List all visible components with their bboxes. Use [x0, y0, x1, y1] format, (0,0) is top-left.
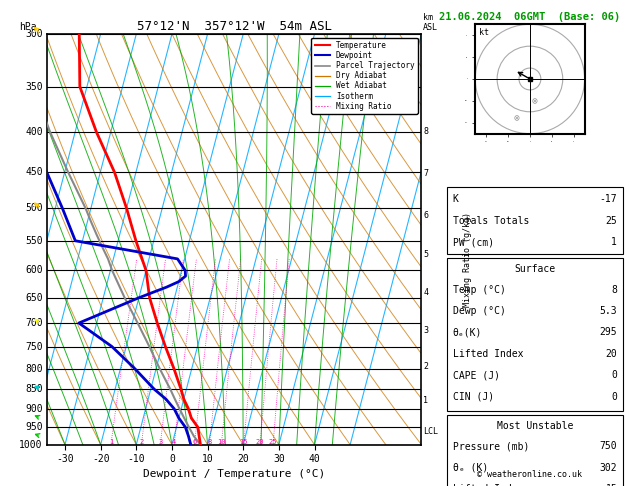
Text: 15: 15 [240, 439, 248, 445]
Bar [447, 258, 623, 411]
Text: Totals Totals: Totals Totals [453, 216, 529, 226]
Text: 10: 10 [217, 439, 226, 445]
Text: Temp (°C): Temp (°C) [453, 285, 506, 295]
Title: 57°12'N  357°12'W  54m ASL: 57°12'N 357°12'W 54m ASL [136, 20, 332, 33]
Text: 20: 20 [256, 439, 264, 445]
Text: 7: 7 [423, 169, 428, 178]
Text: 15: 15 [605, 484, 617, 486]
Text: 8: 8 [611, 285, 617, 295]
Text: -17: -17 [599, 194, 617, 204]
Text: 750: 750 [599, 441, 617, 451]
Text: 21.06.2024  06GMT  (Base: 06): 21.06.2024 06GMT (Base: 06) [439, 12, 621, 22]
Text: Pressure (mb): Pressure (mb) [453, 441, 529, 451]
Text: 4: 4 [172, 439, 176, 445]
Text: Surface: Surface [515, 264, 555, 274]
Text: Mixing Ratio (g/kg): Mixing Ratio (g/kg) [462, 212, 472, 307]
Legend: Temperature, Dewpoint, Parcel Trajectory, Dry Adiabat, Wet Adiabat, Isotherm, Mi: Temperature, Dewpoint, Parcel Trajectory… [311, 38, 418, 114]
Text: 500: 500 [25, 203, 43, 213]
Bar [447, 415, 623, 486]
Text: 850: 850 [25, 384, 43, 394]
Text: θₑ (K): θₑ (K) [453, 463, 488, 472]
Text: Most Unstable: Most Unstable [497, 421, 573, 431]
Text: 5.3: 5.3 [599, 306, 617, 316]
Text: 20: 20 [605, 349, 617, 359]
Text: 900: 900 [25, 404, 43, 414]
Text: 1: 1 [109, 439, 113, 445]
Text: 302: 302 [599, 463, 617, 472]
Text: Lifted Index: Lifted Index [453, 349, 523, 359]
Text: 2: 2 [139, 439, 143, 445]
Text: 3: 3 [423, 326, 428, 335]
Text: 5: 5 [423, 250, 428, 259]
Text: 6: 6 [192, 439, 197, 445]
Text: 25: 25 [269, 439, 277, 445]
Text: 800: 800 [25, 364, 43, 374]
Text: 400: 400 [25, 127, 43, 137]
Text: CAPE (J): CAPE (J) [453, 370, 499, 380]
Bar [447, 187, 623, 254]
Text: 300: 300 [25, 29, 43, 39]
Text: 8: 8 [208, 439, 211, 445]
Text: 295: 295 [599, 328, 617, 337]
Text: 1: 1 [611, 237, 617, 247]
Text: 550: 550 [25, 236, 43, 246]
Text: 450: 450 [25, 167, 43, 177]
Text: CIN (J): CIN (J) [453, 392, 494, 401]
Text: 3: 3 [158, 439, 162, 445]
X-axis label: Dewpoint / Temperature (°C): Dewpoint / Temperature (°C) [143, 469, 325, 479]
Text: hPa: hPa [19, 22, 36, 32]
Text: K: K [453, 194, 459, 204]
Text: 700: 700 [25, 318, 43, 328]
Text: PW (cm): PW (cm) [453, 237, 494, 247]
Text: 750: 750 [25, 342, 43, 351]
Text: Dewp (°C): Dewp (°C) [453, 306, 506, 316]
Text: Lifted Index: Lifted Index [453, 484, 523, 486]
Text: 350: 350 [25, 82, 43, 91]
Text: kt: kt [479, 28, 489, 36]
Text: 2: 2 [423, 362, 428, 371]
Text: 6: 6 [423, 210, 428, 220]
Text: ⊗: ⊗ [532, 96, 537, 106]
Text: km
ASL: km ASL [423, 13, 438, 32]
Text: 1000: 1000 [19, 440, 43, 450]
Text: 1: 1 [423, 396, 428, 405]
Text: 4: 4 [423, 288, 428, 297]
Text: 0: 0 [611, 370, 617, 380]
Text: ⊗: ⊗ [514, 113, 520, 123]
Text: 600: 600 [25, 265, 43, 276]
Text: LCL: LCL [423, 427, 438, 436]
Text: 25: 25 [605, 216, 617, 226]
Text: 0: 0 [611, 392, 617, 401]
Text: 650: 650 [25, 293, 43, 303]
Text: © weatheronline.co.uk: © weatheronline.co.uk [477, 469, 582, 479]
Text: 950: 950 [25, 422, 43, 432]
Text: 8: 8 [423, 127, 428, 136]
Text: θₑ(K): θₑ(K) [453, 328, 482, 337]
